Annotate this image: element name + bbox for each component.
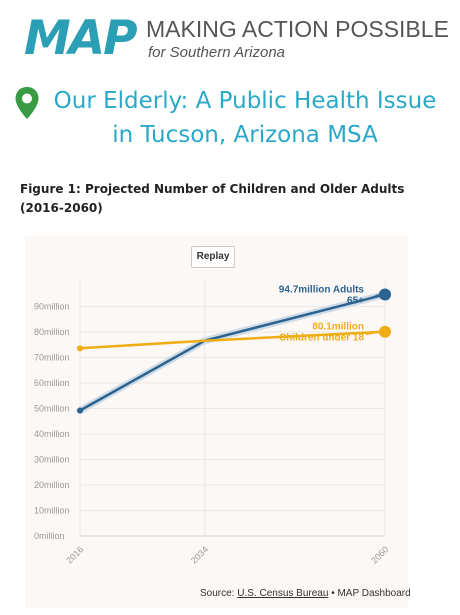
series-line	[79, 330, 386, 350]
y-tick-label: 20million	[34, 480, 70, 490]
series-line	[79, 293, 386, 412]
series-end-point	[379, 288, 391, 301]
source-prefix: Source:	[200, 588, 238, 599]
y-tick-label: 30million	[34, 455, 70, 465]
chart-source: Source: U.S. Census Bureau • MAP Dashboa…	[200, 588, 411, 599]
source-link[interactable]: U.S. Census Bureau	[237, 588, 329, 599]
series-end-point	[379, 325, 391, 338]
label-leader	[365, 331, 380, 336]
series-end-label: 80.1million	[312, 322, 364, 333]
figure-caption: Figure 1: Projected Number of Children a…	[20, 182, 405, 215]
series-start-point	[77, 407, 83, 414]
series-end-label: 94.7million Adults	[279, 285, 365, 296]
y-tick-label: 70million	[34, 353, 70, 363]
y-tick-label: 0million	[34, 531, 65, 541]
series-end-label: 65+	[347, 296, 364, 307]
chart-panel	[25, 236, 408, 608]
logo-wordmark: MAP	[24, 11, 138, 66]
map-logo[interactable]: MAP MAKING ACTION POSSIBLE for Southern …	[10, 10, 450, 68]
series-end-label: Children under 18	[279, 333, 364, 344]
logo-tagline: MAKING ACTION POSSIBLE	[146, 16, 449, 42]
source-suffix: • MAP Dashboard	[328, 588, 411, 599]
y-tick-label: 50million	[34, 404, 70, 414]
y-tick-label: 60million	[34, 378, 70, 388]
page-title: Our Elderly: A Public Health Issue in Tu…	[53, 88, 437, 148]
x-tick-label: 2034	[189, 544, 210, 565]
series-glow-line	[76, 291, 389, 414]
y-tick-label: 10million	[34, 506, 70, 516]
y-tick-label: 80million	[34, 327, 70, 337]
y-tick-label: 90million	[34, 302, 70, 312]
x-tick-label: 2060	[369, 544, 390, 565]
map-pin-icon	[15, 87, 39, 119]
label-leader	[365, 293, 380, 301]
series-start-point	[77, 345, 83, 352]
x-tick-label: 2016	[64, 544, 85, 565]
logo-subtagline: for Southern Arizona	[148, 44, 286, 61]
y-tick-label: 40million	[34, 429, 70, 439]
replay-button[interactable]: Replay	[191, 246, 235, 268]
article-header: Our Elderly: A Public Health Issue in Tu…	[0, 84, 460, 152]
